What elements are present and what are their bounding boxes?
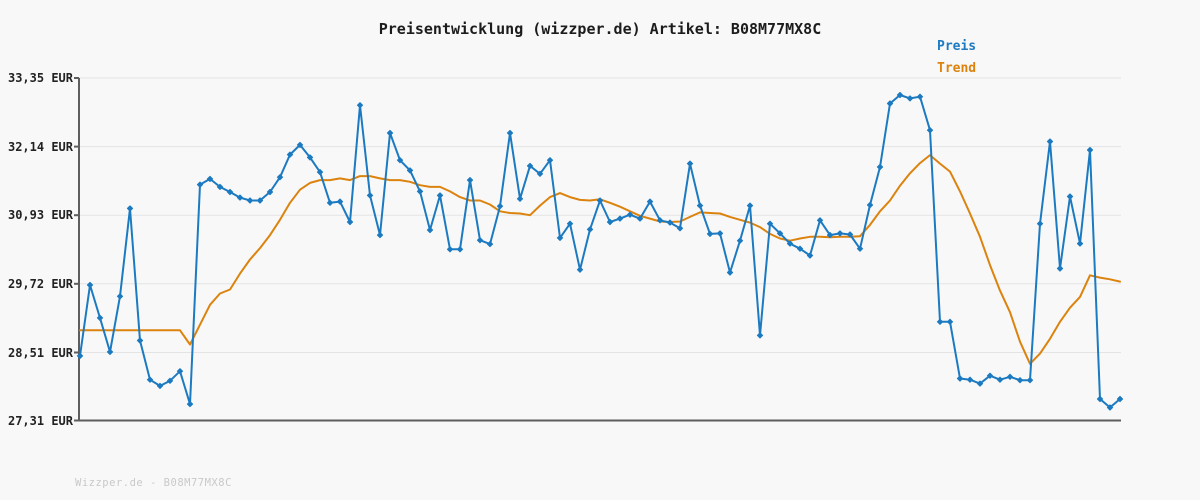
legend-trend-label: Trend	[937, 61, 977, 76]
footer-watermark: Wizzper.de - B08M77MX8C	[75, 477, 232, 489]
price-line	[79, 94, 1121, 409]
trend-line	[79, 154, 1121, 365]
y-axis-tick-label: 32,14 EUR	[7, 139, 73, 154]
y-axis-tick-label: 28,51 EUR	[7, 345, 73, 360]
legend-preis-label: Preis	[937, 39, 977, 54]
y-axis-tick-label: 30,93 EUR	[7, 208, 73, 223]
chart-legend: Preis Trend	[937, 36, 976, 80]
chart-title: Preisentwicklung (wizzper.de) Artikel: B…	[378, 20, 822, 38]
y-axis-tick-label: 27,31 EUR	[7, 413, 73, 428]
price-point-markers	[76, 91, 1124, 411]
y-axis-tick-label: 29,72 EUR	[7, 276, 73, 291]
y-axis-tick-label: 33,35 EUR	[7, 71, 73, 85]
